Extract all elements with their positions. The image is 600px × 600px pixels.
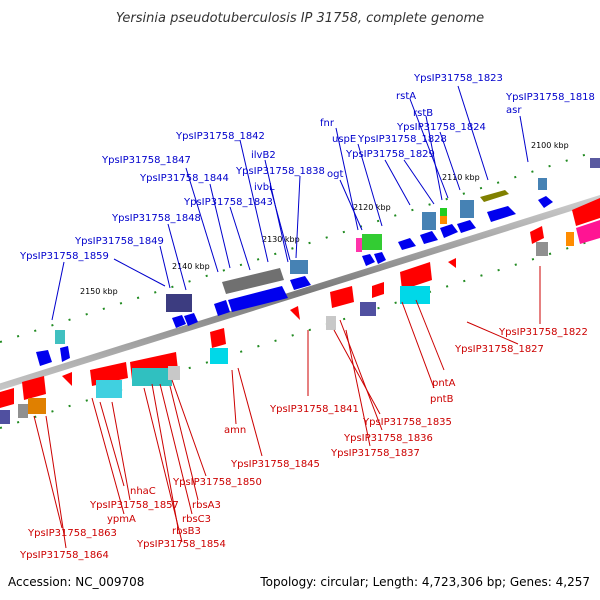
gene-label[interactable]: rbsA3 [192, 500, 221, 511]
backbone-group [0, 149, 600, 429]
gene-label[interactable]: ivbL [254, 182, 275, 193]
gene-label[interactable]: YpsIP31758_1857 [89, 500, 179, 511]
gene-label[interactable]: YpsIP31758_1838 [235, 166, 325, 177]
gene-label[interactable]: YpsIP31758_1849 [74, 236, 164, 247]
gene-label[interactable]: YpsIP31758_1854 [136, 539, 226, 550]
backbone [0, 195, 600, 391]
leader-lines-reverse [33, 266, 541, 549]
gene-label[interactable]: YpsIP31758_1844 [139, 173, 229, 184]
gene-label[interactable]: YpsIP31758_1835 [362, 417, 452, 428]
scale-2110: 2110 kbp [442, 173, 480, 182]
gene-label[interactable]: rbsB3 [172, 526, 201, 537]
scale-2130: 2130 kbp [262, 235, 300, 244]
gene-label[interactable]: rbsC3 [182, 514, 211, 525]
forward-genes [36, 158, 600, 366]
scale-2150: 2150 kbp [80, 287, 118, 296]
reverse-labels: YpsIP31758_1822 YpsIP31758_1827 pntA pnt… [19, 327, 588, 561]
map-title: Yersinia pseudotuberculosis IP 31758, co… [116, 11, 484, 26]
gene-label[interactable]: YpsIP31758_1842 [175, 131, 265, 142]
forward-labels: YpsIP31758_1823 rstA asr YpsIP31758_1818… [19, 73, 595, 262]
gene-label[interactable]: YpsIP31758_1864 [19, 550, 109, 561]
gene-label[interactable]: rstB [413, 108, 433, 119]
gene-label[interactable]: YpsIP31758_1818 [505, 92, 595, 103]
reverse-genes [0, 198, 600, 424]
gene-label[interactable]: YpsIP31758_1836 [343, 433, 433, 444]
gene-label[interactable]: ogt [327, 169, 343, 180]
scale-2120: 2120 kbp [353, 203, 391, 212]
gene-label[interactable]: ypmA [107, 514, 136, 525]
gene-label[interactable]: pntB [430, 394, 454, 405]
gene-label[interactable]: YpsIP31758_1863 [27, 528, 117, 539]
gene-label[interactable]: YpsIP31758_1824 [396, 122, 486, 133]
gene-label[interactable]: pntA [432, 378, 456, 389]
topology-summary: Topology: circular; Length: 4,723,306 bp… [259, 575, 590, 589]
gene-label[interactable]: YpsIP31758_1823 [413, 73, 503, 84]
gene-label[interactable]: YpsIP31758_1848 [111, 213, 201, 224]
gene-label[interactable]: YpsIP31758_1843 [183, 197, 273, 208]
gene-label[interactable]: YpsIP31758_1837 [330, 448, 420, 459]
gene-label[interactable]: nhaC [130, 486, 156, 497]
gene-label[interactable]: YpsIP31758_1845 [230, 459, 320, 470]
gene-label[interactable]: rstA [396, 91, 416, 102]
leader-lines-forward [51, 85, 529, 321]
gene-label[interactable]: YpsIP31758_1827 [454, 344, 544, 355]
scale-2100: 2100 kbp [531, 141, 569, 150]
gene-label[interactable]: YpsIP31758_1847 [101, 155, 191, 166]
gene-label[interactable]: fnr [320, 118, 335, 129]
gene-label[interactable]: YpsIP31758_1850 [172, 477, 262, 488]
gene-label[interactable]: YpsIP31758_1859 [19, 251, 109, 262]
accession-text: Accession: NC_009708 [8, 575, 144, 589]
gene-label[interactable]: amn [224, 425, 246, 436]
gene-label[interactable]: uspE [332, 134, 356, 145]
gene-label[interactable]: ilvB2 [251, 150, 276, 161]
gene-label[interactable]: YpsIP31758_1841 [269, 404, 359, 415]
scale-labels: 2100 kbp 2110 kbp 2120 kbp 2130 kbp 2140… [80, 141, 569, 296]
gene-label[interactable]: asr [506, 105, 522, 116]
gene-label[interactable]: YpsIP31758_1828 [357, 134, 447, 145]
scale-2140: 2140 kbp [172, 262, 210, 271]
gene-label[interactable]: YpsIP31758_1829 [345, 149, 435, 160]
gene-label[interactable]: YpsIP31758_1822 [498, 327, 588, 338]
